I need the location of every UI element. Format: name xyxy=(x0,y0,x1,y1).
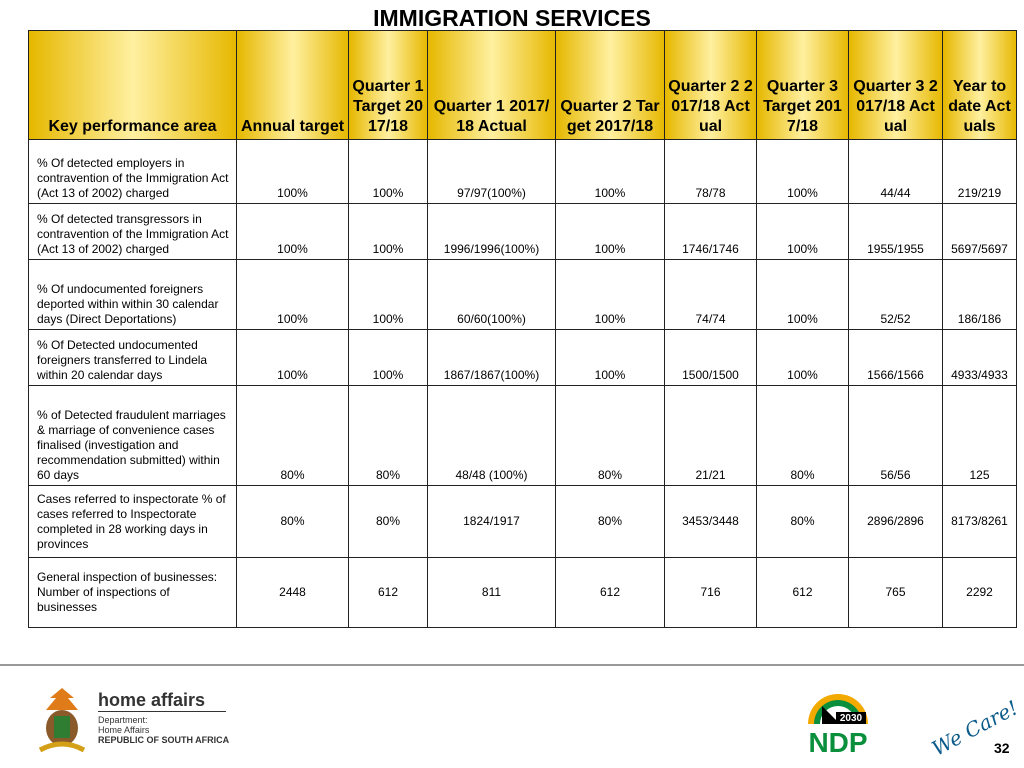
header-cell: Quarter 1 Target 2017/18 xyxy=(348,30,428,140)
value-cell: 1955/1955 xyxy=(848,203,943,260)
value-cell: 100% xyxy=(555,329,665,386)
kpi-cell: Cases referred to inspectorate % of case… xyxy=(28,485,237,558)
table-row: % Of detected transgressors in contraven… xyxy=(28,203,1017,260)
value-cell: 765 xyxy=(848,557,943,628)
value-cell: 716 xyxy=(664,557,757,628)
dept-line: Department: xyxy=(98,715,148,725)
kpi-cell: General inspection of businesses: Number… xyxy=(28,557,237,628)
slide-title: IMMIGRATION SERVICES xyxy=(373,5,651,31)
value-cell: 80% xyxy=(555,485,665,558)
header-cell: Quarter 2 2017/18 Actual xyxy=(664,30,757,140)
value-cell: 612 xyxy=(756,557,849,628)
value-cell: 80% xyxy=(348,485,428,558)
dept-line: REPUBLIC OF SOUTH AFRICA xyxy=(98,735,230,745)
value-cell: 52/52 xyxy=(848,259,943,330)
value-cell: 219/219 xyxy=(942,139,1017,204)
value-cell: 100% xyxy=(236,203,349,260)
header-cell: Annual target xyxy=(236,30,349,140)
value-cell: 100% xyxy=(555,139,665,204)
table-row: General inspection of businesses: Number… xyxy=(28,557,1017,628)
value-cell: 811 xyxy=(427,557,556,628)
header-cell: Quarter 3 Target 2017/18 xyxy=(756,30,849,140)
header-row: Key performance area Annual target Quarter… xyxy=(28,30,1017,140)
coat-of-arms xyxy=(38,688,86,753)
table-row: Cases referred to inspectorate % of case… xyxy=(28,485,1017,558)
table-row: % Of undocumented foreigners deported wi… xyxy=(28,259,1017,330)
kpi-table: Key performance area Annual target Quarter… xyxy=(28,30,1017,628)
value-cell: 125 xyxy=(942,385,1017,486)
table-row: % of Detected fraudulent marriages & mar… xyxy=(28,385,1017,486)
value-cell: 100% xyxy=(756,139,849,204)
value-cell: 100% xyxy=(555,203,665,260)
value-cell: 100% xyxy=(756,329,849,386)
department: Department: Home Affairs REPUBLIC OF SOU… xyxy=(98,715,229,745)
value-cell: 97/97(100%) xyxy=(427,139,556,204)
value-cell: 186/186 xyxy=(942,259,1017,330)
kpi-cell: % Of Detected undocumented foreigners tr… xyxy=(28,329,237,386)
value-cell: 4933/4933 xyxy=(942,329,1017,386)
value-cell: 100% xyxy=(236,259,349,330)
value-cell: 1824/1917 xyxy=(427,485,556,558)
value-cell: 1566/1566 xyxy=(848,329,943,386)
header-cell: Quarter 2 Target 2017/18 xyxy=(555,30,665,140)
kpi-cell: % Of detected transgressors in contraven… xyxy=(28,203,237,260)
value-cell: 612 xyxy=(348,557,428,628)
value-cell: 1746/1746 xyxy=(664,203,757,260)
value-cell: 78/78 xyxy=(664,139,757,204)
value-cell: 44/44 xyxy=(848,139,943,204)
ndp-logo: 2030 NDP xyxy=(808,694,868,756)
value-cell: 612 xyxy=(555,557,665,628)
value-cell: 56/56 xyxy=(848,385,943,486)
value-cell: 60/60(100%) xyxy=(427,259,556,330)
header-cell: Year to date Actuals xyxy=(942,30,1017,140)
value-cell: 80% xyxy=(236,485,349,558)
value-cell: 1500/1500 xyxy=(664,329,757,386)
value-cell: 100% xyxy=(756,203,849,260)
value-cell: 80% xyxy=(756,485,849,558)
kpi-cell: % Of undocumented foreigners deported wi… xyxy=(28,259,237,330)
header-cell: Key performance area xyxy=(28,30,237,140)
ndp-year: 2030 xyxy=(840,713,863,724)
value-cell: 2448 xyxy=(236,557,349,628)
value-cell: 100% xyxy=(348,329,428,386)
value-cell: 74/74 xyxy=(664,259,757,330)
value-cell: 100% xyxy=(555,259,665,330)
ndp-text: NDP xyxy=(808,727,867,756)
table-body: % Of detected employers in contravention… xyxy=(28,139,1017,628)
header-cell: Quarter 3 2017/18 Actual xyxy=(848,30,943,140)
value-cell: 1867/1867(100%) xyxy=(427,329,556,386)
value-cell: 80% xyxy=(236,385,349,486)
value-cell: 100% xyxy=(348,259,428,330)
value-cell: 100% xyxy=(348,139,428,204)
value-cell: 80% xyxy=(756,385,849,486)
table-row: % Of detected employers in contravention… xyxy=(28,139,1017,204)
value-cell: 100% xyxy=(236,329,349,386)
brand-rule xyxy=(98,711,226,712)
value-cell: 100% xyxy=(236,139,349,204)
dept-line: Home Affairs xyxy=(98,725,150,735)
value-cell: 2896/2896 xyxy=(848,485,943,558)
kpi-cell: % Of detected employers in contravention… xyxy=(28,139,237,204)
value-cell: 2292 xyxy=(942,557,1017,628)
value-cell: 80% xyxy=(555,385,665,486)
value-cell: 80% xyxy=(348,385,428,486)
table-row: % Of Detected undocumented foreigners tr… xyxy=(28,329,1017,386)
value-cell: 100% xyxy=(348,203,428,260)
kpi-cell: % of Detected fraudulent marriages & mar… xyxy=(28,385,237,486)
value-cell: 3453/3448 xyxy=(664,485,757,558)
value-cell: 5697/5697 xyxy=(942,203,1017,260)
page-number: 32 xyxy=(994,740,1010,756)
value-cell: 8173/8261 xyxy=(942,485,1017,558)
brand: home affairs xyxy=(98,690,206,710)
value-cell: 100% xyxy=(756,259,849,330)
footer-rule xyxy=(0,664,1024,666)
value-cell: 1996/1996(100%) xyxy=(427,203,556,260)
value-cell: 21/21 xyxy=(664,385,757,486)
header-cell: Quarter 1 2017/18 Actual xyxy=(427,30,556,140)
value-cell: 48/48 (100%) xyxy=(427,385,556,486)
